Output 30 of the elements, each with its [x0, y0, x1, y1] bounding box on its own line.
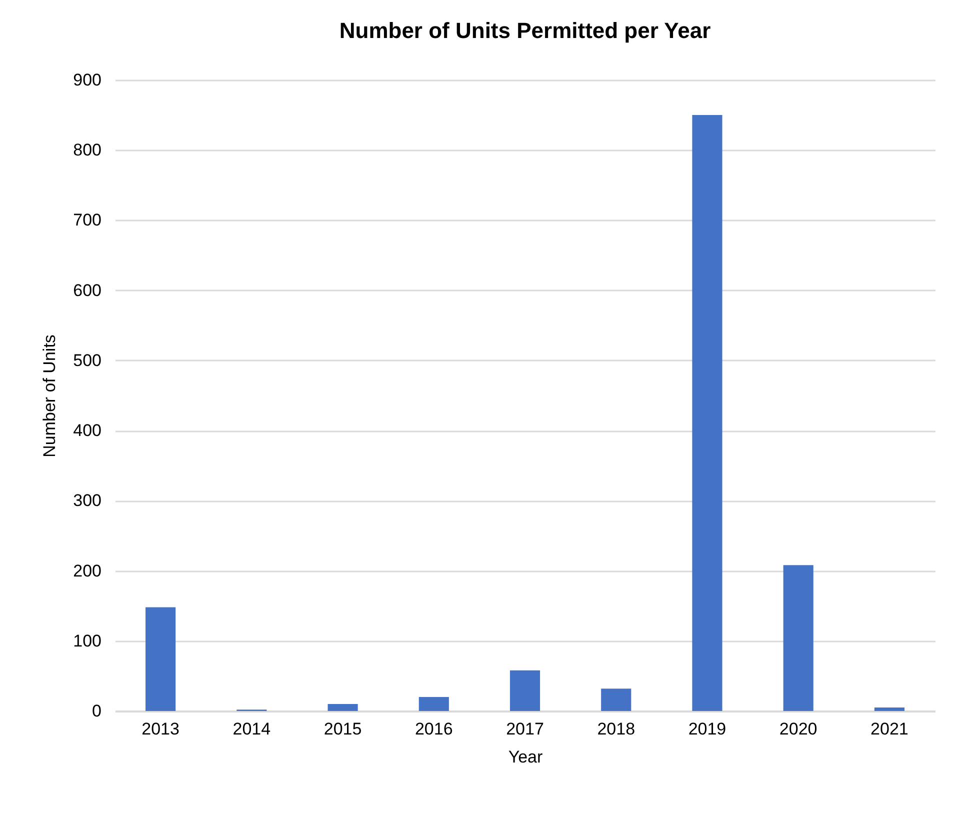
- x-tick-label: 2014: [232, 720, 271, 738]
- bar: [601, 688, 632, 711]
- bar: [692, 115, 722, 711]
- chart-title: Number of Units Permitted per Year: [339, 18, 712, 43]
- y-tick-label: 400: [73, 421, 102, 440]
- x-tick-label: 2018: [597, 720, 636, 738]
- x-tick-label: 2019: [688, 720, 726, 738]
- x-axis-title: Year: [508, 748, 544, 766]
- bar: [510, 670, 540, 711]
- y-tick-label: 700: [73, 210, 102, 230]
- y-tick-label: 500: [73, 350, 102, 370]
- y-tick-label: 300: [73, 491, 102, 510]
- x-tick-label: 2015: [324, 720, 362, 738]
- bar: [783, 565, 814, 711]
- x-tick-label: 2020: [779, 720, 818, 738]
- x-tick-label: 2021: [870, 720, 908, 738]
- y-tick-label: 100: [73, 631, 102, 650]
- bar: [146, 607, 176, 711]
- y-tick-label: 800: [73, 140, 102, 160]
- y-tick-label: 0: [92, 702, 102, 720]
- x-tick-label: 2016: [414, 720, 453, 738]
- bar: [874, 707, 904, 711]
- y-tick-label: 900: [73, 70, 102, 90]
- x-tick-label: 2017: [506, 720, 544, 738]
- y-tick-label: 200: [73, 561, 102, 580]
- bar: [418, 696, 449, 711]
- bar: [328, 704, 358, 711]
- x-tick-label: 2013: [142, 720, 180, 738]
- y-tick-label: 600: [73, 280, 102, 300]
- y-axis-title: Number of Units: [40, 334, 60, 458]
